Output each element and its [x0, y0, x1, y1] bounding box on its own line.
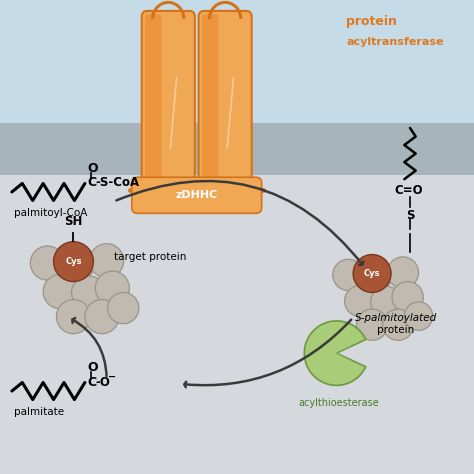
- Circle shape: [387, 257, 419, 288]
- Circle shape: [383, 309, 414, 340]
- Circle shape: [90, 244, 124, 278]
- Circle shape: [404, 302, 433, 330]
- Text: −: −: [108, 372, 116, 382]
- Circle shape: [361, 259, 392, 291]
- Circle shape: [56, 300, 91, 334]
- Circle shape: [72, 276, 106, 310]
- Text: S: S: [406, 209, 414, 222]
- Bar: [0, 123, 474, 175]
- Text: C=O: C=O: [395, 184, 423, 197]
- Circle shape: [392, 282, 423, 313]
- Text: -O: -O: [95, 375, 110, 389]
- Text: O: O: [87, 361, 98, 374]
- FancyBboxPatch shape: [142, 11, 195, 198]
- FancyArrowPatch shape: [73, 318, 107, 376]
- FancyBboxPatch shape: [145, 14, 162, 194]
- FancyBboxPatch shape: [202, 14, 219, 194]
- Bar: [0, 0, 474, 123]
- Circle shape: [345, 285, 376, 317]
- Text: C: C: [87, 176, 96, 190]
- Bar: [0, 175, 474, 474]
- Text: palmitoyl-CoA: palmitoyl-CoA: [14, 208, 88, 219]
- Wedge shape: [304, 321, 366, 385]
- FancyArrowPatch shape: [184, 319, 351, 387]
- Text: palmitate: palmitate: [14, 407, 64, 418]
- Text: SH: SH: [64, 216, 82, 228]
- Text: protein: protein: [346, 15, 397, 28]
- Text: -S-CoA: -S-CoA: [95, 176, 139, 190]
- Text: acylthioesterase: acylthioesterase: [299, 398, 379, 408]
- Text: target protein: target protein: [114, 252, 186, 262]
- Text: Cys: Cys: [364, 269, 380, 278]
- Circle shape: [43, 274, 77, 309]
- Circle shape: [85, 300, 119, 334]
- Text: protein: protein: [377, 325, 414, 336]
- Circle shape: [108, 292, 139, 324]
- Circle shape: [371, 286, 402, 318]
- FancyArrowPatch shape: [116, 181, 364, 265]
- FancyBboxPatch shape: [199, 11, 252, 198]
- Circle shape: [61, 246, 95, 280]
- Circle shape: [353, 255, 391, 292]
- Text: O: O: [87, 162, 98, 175]
- Circle shape: [333, 259, 364, 291]
- Text: S-palmitoylated: S-palmitoylated: [355, 312, 437, 323]
- Text: zDHHC: zDHHC: [175, 190, 218, 201]
- Circle shape: [95, 271, 129, 305]
- Circle shape: [54, 242, 93, 282]
- Text: acyltransferase: acyltransferase: [346, 36, 444, 47]
- FancyBboxPatch shape: [132, 177, 262, 213]
- Wedge shape: [320, 337, 351, 369]
- Circle shape: [356, 309, 388, 340]
- Text: Cys: Cys: [65, 257, 82, 266]
- Text: C: C: [87, 375, 96, 389]
- Circle shape: [30, 246, 64, 280]
